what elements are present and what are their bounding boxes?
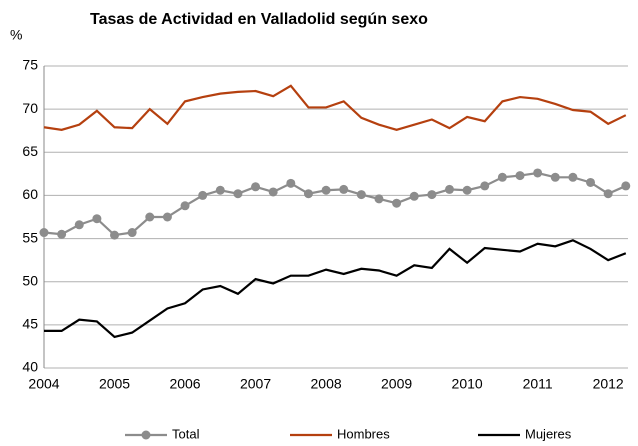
series-line <box>44 239 627 339</box>
point <box>39 228 49 238</box>
point <box>550 172 560 182</box>
legend-marker <box>141 430 151 440</box>
x-tick-label: 2009 <box>381 376 412 392</box>
point <box>533 168 543 178</box>
y-tick-label: 45 <box>22 316 38 332</box>
x-tick-label: 2004 <box>28 376 59 392</box>
x-tick-label: 2011 <box>523 376 553 392</box>
point <box>198 190 208 200</box>
x-tick-label: 2007 <box>240 376 271 392</box>
point <box>268 187 278 197</box>
point <box>233 189 243 199</box>
legend-label: Mujeres <box>525 426 572 441</box>
point <box>356 190 366 200</box>
x-tick-label: 2005 <box>99 376 130 392</box>
point <box>303 189 313 199</box>
point <box>145 212 155 222</box>
y-tick-label: 65 <box>22 143 38 159</box>
chart-title: Tasas de Actividad en Valladolid según s… <box>90 11 428 28</box>
x-tick-label: 2006 <box>169 376 200 392</box>
point <box>92 214 102 224</box>
y-tick-label: 55 <box>22 229 38 245</box>
y-axis-label: % <box>10 27 22 43</box>
point <box>515 171 525 181</box>
point <box>374 194 384 204</box>
x-tick-label: 2012 <box>593 376 624 392</box>
y-tick-label: 40 <box>22 359 38 375</box>
point <box>127 228 137 238</box>
x-tick-label: 2010 <box>452 376 483 392</box>
point <box>57 229 67 239</box>
point <box>409 191 419 201</box>
point <box>497 172 507 182</box>
y-tick-label: 75 <box>22 57 38 73</box>
point <box>462 185 472 195</box>
point <box>568 172 578 182</box>
point <box>110 230 120 240</box>
point <box>480 181 490 191</box>
point <box>180 201 190 211</box>
legend-label: Hombres <box>337 426 390 441</box>
point <box>621 181 631 191</box>
series-line <box>43 84 627 131</box>
series-line <box>43 171 627 237</box>
y-tick-label: 50 <box>22 272 38 288</box>
y-tick-label: 60 <box>22 186 38 202</box>
point <box>339 184 349 194</box>
legend-label: Total <box>172 426 200 441</box>
point <box>586 177 596 187</box>
point <box>427 190 437 200</box>
point <box>74 220 84 230</box>
point <box>444 184 454 194</box>
point <box>286 178 296 188</box>
point <box>251 182 261 192</box>
point <box>321 185 331 195</box>
x-tick-label: 2008 <box>311 376 342 392</box>
y-tick-label: 70 <box>22 100 38 116</box>
point <box>215 185 225 195</box>
point <box>162 212 172 222</box>
point <box>392 198 402 208</box>
point <box>603 189 613 199</box>
